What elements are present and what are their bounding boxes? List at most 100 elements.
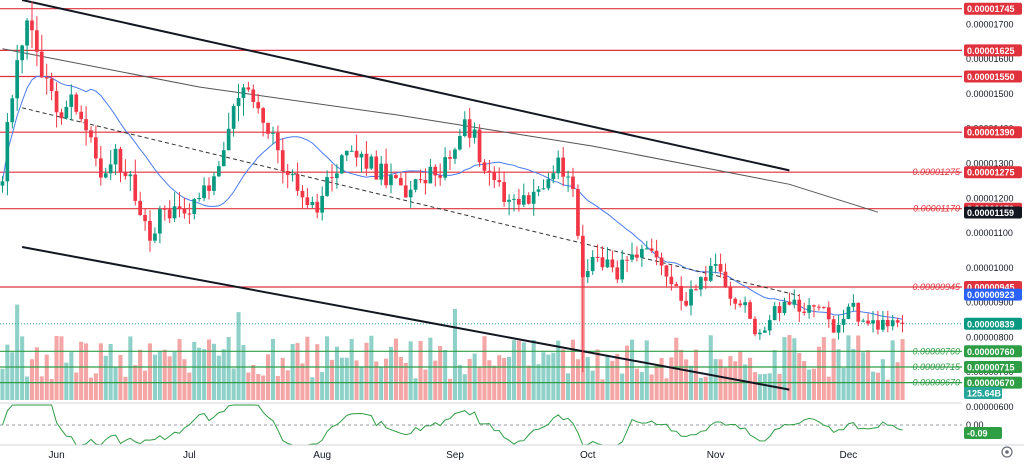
volume-bar xyxy=(207,339,212,400)
volume-bar xyxy=(423,369,428,400)
candle-body xyxy=(389,175,393,186)
volume-bar xyxy=(384,358,389,400)
candle-body xyxy=(885,319,890,327)
candle-body xyxy=(290,174,295,176)
candle-body xyxy=(644,248,649,250)
candle-body xyxy=(674,284,679,286)
volume-bar xyxy=(807,369,812,400)
price-tick-label: 0.00001200 xyxy=(966,193,1014,203)
volume-bar xyxy=(295,343,300,400)
candle-body xyxy=(679,285,683,301)
volume-bar xyxy=(329,359,334,400)
volume-bar xyxy=(708,335,713,400)
volume-bar xyxy=(541,352,546,400)
candle-body xyxy=(202,185,206,199)
candle-body xyxy=(507,199,511,202)
time-axis[interactable]: Jun Jul Aug Sep Oct Nov Dec xyxy=(0,444,1024,461)
moving-averages xyxy=(2,48,903,320)
price-tag xyxy=(964,2,1022,15)
volume-bar xyxy=(147,343,152,400)
candle-body xyxy=(364,153,369,169)
candle-body xyxy=(408,189,413,198)
volume-bar xyxy=(693,349,698,400)
level-line-label: 0.00001275 xyxy=(912,167,961,177)
candle-body xyxy=(64,106,69,119)
candle-body xyxy=(571,176,575,189)
volume-bar xyxy=(664,378,669,400)
time-tick-label: Aug xyxy=(313,450,331,461)
volume-bar xyxy=(221,349,226,400)
candle-body xyxy=(359,153,364,158)
volume-bar xyxy=(669,357,674,400)
volume-bar xyxy=(246,372,251,400)
price-tag xyxy=(964,345,1022,358)
volume-bar xyxy=(270,338,275,400)
volume-bar xyxy=(723,367,728,400)
candle-body xyxy=(69,94,74,107)
volume-bar xyxy=(359,366,364,400)
candle-body xyxy=(467,119,472,138)
candle-body xyxy=(123,172,128,177)
volume-bar xyxy=(836,349,841,400)
volume-bar xyxy=(900,339,905,400)
candle-body xyxy=(438,175,442,178)
candle-body xyxy=(300,190,305,198)
candle-body xyxy=(831,319,836,333)
price-tag-label: 0.00001390 xyxy=(967,128,1015,138)
candle-body xyxy=(659,257,664,266)
volume-bar xyxy=(895,362,900,400)
candle-body xyxy=(640,248,644,258)
candles xyxy=(0,1,905,373)
candle-body xyxy=(694,289,698,291)
candle-body xyxy=(699,277,703,290)
price-tag-label: 0.00001159 xyxy=(967,208,1014,218)
volume-bar xyxy=(772,350,777,400)
volume-bar xyxy=(757,374,762,400)
candle-body xyxy=(615,267,620,280)
volume-bar xyxy=(187,372,192,400)
price-tag-label: 0.00001550 xyxy=(967,72,1015,82)
volume-bar xyxy=(69,352,74,400)
level-line-label: 0.00000670 xyxy=(912,378,960,388)
candle-body xyxy=(74,94,79,112)
volume-bar xyxy=(816,346,821,400)
settings-gear-icon[interactable] xyxy=(1001,446,1013,458)
volume-bar xyxy=(605,354,610,400)
candle-body xyxy=(482,162,487,171)
candle-body xyxy=(118,148,123,173)
candle-body xyxy=(384,163,388,186)
indicator-zero-label: 0.00 xyxy=(966,420,984,430)
volume-bar xyxy=(241,345,246,400)
candle-body xyxy=(581,235,585,278)
candle-body xyxy=(217,166,221,177)
price-tick-label: 0.00001500 xyxy=(966,89,1014,99)
candle-body xyxy=(630,254,634,260)
volume-bar xyxy=(98,343,103,400)
candle-body xyxy=(836,325,841,333)
volume-bar xyxy=(29,359,34,400)
volume-bar xyxy=(290,344,295,400)
candle-body xyxy=(743,302,747,306)
volume-bar xyxy=(472,353,477,400)
volume-bar xyxy=(354,360,359,400)
price-tag-label: 0.00000945 xyxy=(967,283,1015,293)
volume-bar xyxy=(841,368,846,400)
candle-body xyxy=(423,180,428,184)
candle-body xyxy=(551,173,556,180)
candle-body xyxy=(826,307,831,320)
volume-bar xyxy=(811,368,816,400)
level-line-label: 0.00000760 xyxy=(912,346,960,356)
volume-bar xyxy=(546,354,551,400)
volume-bar xyxy=(320,372,325,400)
volume-bar xyxy=(266,354,271,400)
volume-bar xyxy=(516,340,521,400)
candle-body xyxy=(167,209,172,219)
volume-bar xyxy=(285,370,290,400)
candle-body xyxy=(251,89,256,102)
price-tick-label: 0.00000800 xyxy=(966,332,1014,342)
candle-body xyxy=(782,301,787,313)
volume-bar xyxy=(585,357,590,400)
candle-body xyxy=(458,136,462,150)
candle-body xyxy=(841,318,846,325)
